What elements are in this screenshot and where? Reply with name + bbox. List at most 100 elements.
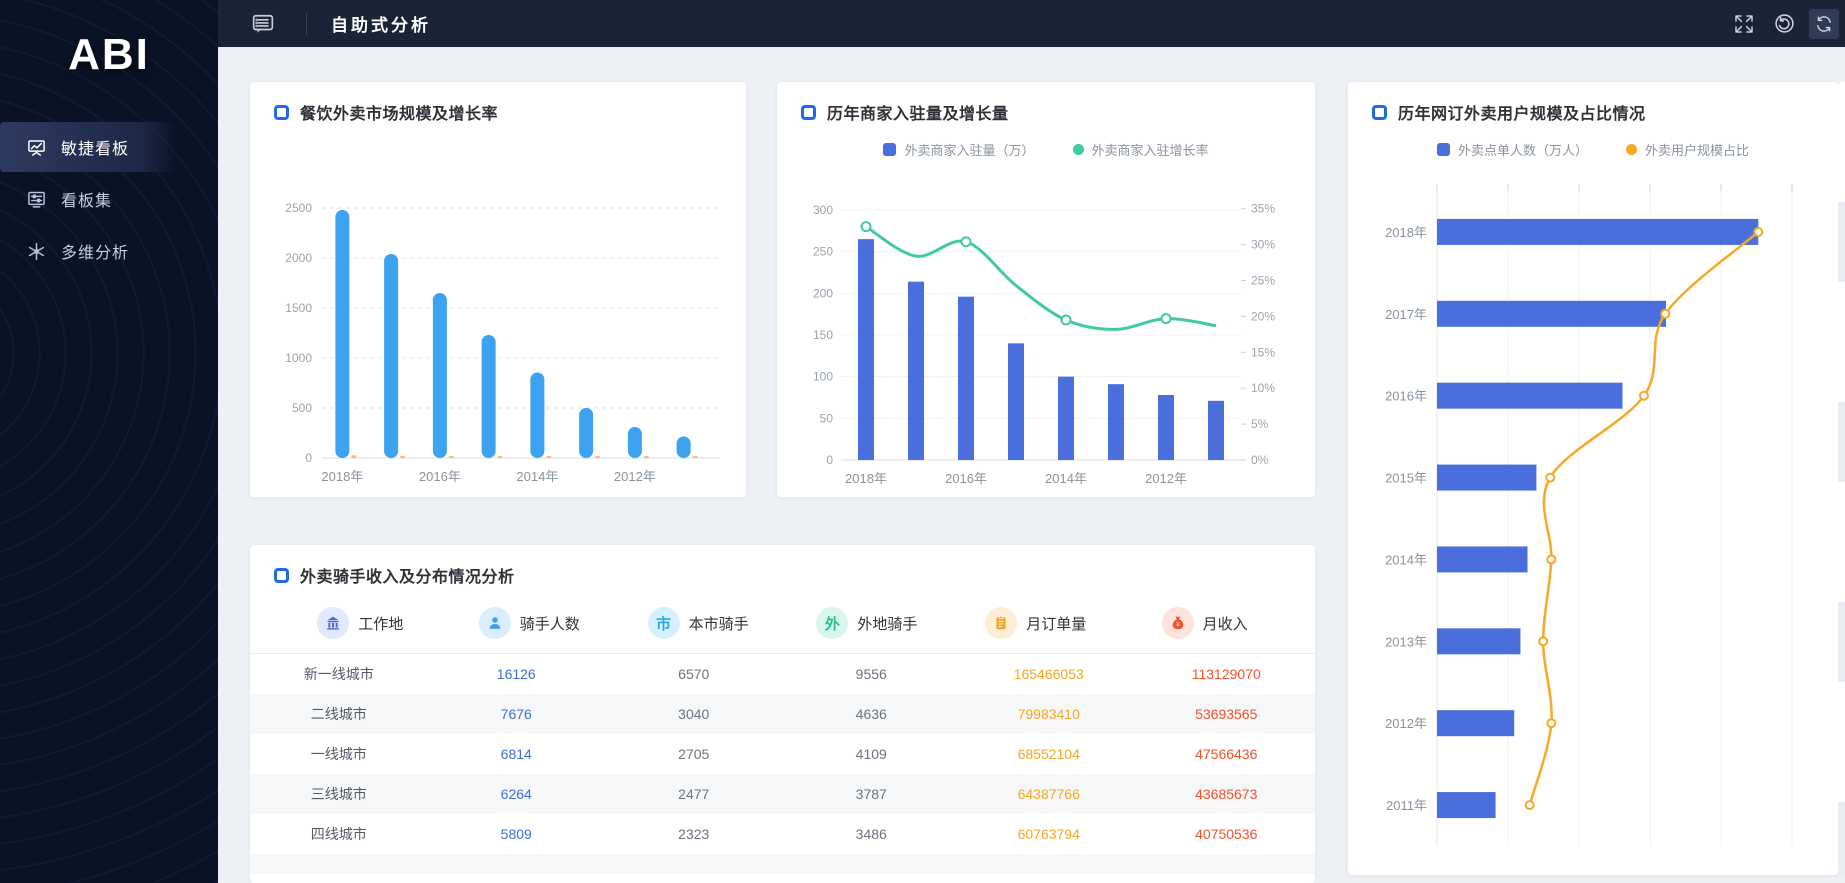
bar: [579, 408, 594, 458]
mini-bar: [351, 455, 357, 458]
axis-tick-label: 0: [826, 453, 833, 467]
column-header: 工作地: [276, 607, 445, 639]
table-cell: 4109: [855, 746, 887, 762]
undo-icon[interactable]: [1769, 9, 1799, 39]
bar: [335, 210, 350, 458]
axis-tick-label: 2500: [285, 201, 312, 215]
fullscreen-icon[interactable]: [1729, 9, 1759, 39]
axis-tick-label: 300: [813, 203, 833, 217]
market-scale-chart: 0 500 1000 1500 2000 2500 2018年 2016年 2014年 2012年: [285, 201, 720, 484]
axis-tick-label: 2012年: [1145, 471, 1187, 486]
table-cell: 113129070: [1191, 666, 1261, 682]
table-row: 三线城市 6264 2477 3787 64387766 43685673: [250, 774, 1315, 814]
axis-tick-label: 200: [813, 286, 833, 300]
table-cell: 6814: [500, 746, 532, 762]
table-cell: 79983410: [1017, 706, 1080, 722]
axis-tick-label: 50: [820, 411, 834, 425]
card-checkbox-icon[interactable]: [274, 104, 289, 120]
axis-tick-label: 5%: [1251, 417, 1269, 431]
clipped-card-sliver: [1838, 82, 1845, 875]
axis-tick-label: 2015年: [1385, 471, 1427, 486]
multi-dimension-icon: [26, 241, 46, 261]
card-title: 外卖骑手收入及分布情况分析: [300, 569, 515, 586]
legend-item[interactable]: 外卖点单人数（万人）: [1436, 140, 1588, 159]
sidebar-menu: 敏捷看板 看板集 多维分析: [0, 122, 218, 276]
line-marker: [1524, 800, 1535, 811]
merchants-chart: 0 50 100 150 200 250 300 0% 5% 10% 15% 20% 25% 30% 35%…: [813, 202, 1275, 486]
axis-tick-label: 1000: [285, 351, 312, 365]
table-cell: 6264: [500, 786, 532, 802]
svg-text:¥: ¥: [1176, 622, 1180, 629]
workplace-icon: [317, 607, 350, 639]
legend-swatch-icon: [883, 142, 897, 156]
header-divider: [306, 12, 307, 35]
axis-tick-label: 0: [305, 451, 312, 465]
agile-board-icon: [26, 137, 46, 157]
axis-tick-label: 2014年: [516, 469, 558, 484]
table-cell: 165466053: [1013, 666, 1084, 682]
legend-label: 外卖点单人数（万人）: [1457, 142, 1588, 158]
card-title: 餐饮外卖市场规模及增长率: [300, 106, 499, 123]
card-merchants: 历年商家入驻量及增长量 外卖商家入驻量（万） 外卖商家入驻增长率 0 50 100 15…: [777, 82, 1315, 497]
legend-label: 外卖用户规模占比: [1645, 142, 1750, 158]
sidebar-item-board-set[interactable]: 看板集: [0, 174, 218, 224]
dashboard-canvas: 餐饮外卖市场规模及增长率 0 500 1000 1500 2000 2500 2018年 20…: [218, 47, 1845, 883]
column-label: 工作地: [358, 615, 404, 633]
table-row: 二线城市 7676 3040 4636 79983410 53693565: [250, 694, 1315, 734]
app-logo: ABI: [68, 30, 150, 79]
axis-tick-label: 2017年: [1385, 307, 1427, 322]
table-header-row: 工作地 骑手人数市本市骑手外外地骑手 月订单量 ¥ 月收入: [250, 587, 1315, 654]
axis-tick-label: 1500: [285, 301, 312, 315]
bar: [1208, 400, 1224, 460]
row-label: 四线城市: [310, 826, 367, 842]
card-title: 历年商家入驻量及增长量: [827, 106, 1009, 123]
legend-item[interactable]: 外卖商家入驻量（万）: [883, 140, 1035, 159]
refresh-icon[interactable]: [1809, 8, 1839, 39]
card-checkbox-icon[interactable]: [274, 567, 289, 583]
mini-bar: [692, 456, 698, 458]
axis-tick-label: 2012年: [614, 469, 656, 484]
line-marker: [1160, 313, 1172, 325]
bar: [958, 296, 974, 460]
line-marker: [860, 221, 872, 233]
bar: [384, 254, 399, 458]
mini-bar: [400, 455, 406, 458]
legend-item[interactable]: 外卖商家入驻增长率: [1072, 140, 1209, 159]
line-marker: [1545, 472, 1556, 483]
mini-bar: [595, 456, 601, 458]
axis-tick-label: 2016年: [945, 471, 987, 486]
h-bar: [1437, 792, 1496, 819]
row-label: 新一线城市: [303, 666, 374, 682]
h-bar: [1437, 382, 1623, 409]
card-title-row: 餐饮外卖市场规模及增长率: [250, 82, 746, 124]
axis-tick-label: 20%: [1251, 309, 1275, 323]
header-toolbar: [1729, 8, 1845, 39]
line-marker: [1753, 226, 1764, 237]
axis-tick-label: 0%: [1251, 453, 1269, 467]
legend-item[interactable]: 外卖用户规模占比: [1626, 140, 1749, 159]
card-checkbox-icon[interactable]: [801, 104, 816, 120]
card-title: 历年网订外卖用户规模及占比情况: [1398, 106, 1646, 123]
axis-tick-label: 100: [813, 370, 833, 384]
column-label: 月收入: [1202, 615, 1248, 633]
changelog-icon[interactable]: [250, 12, 276, 36]
axis-tick-label: 35%: [1251, 202, 1275, 216]
chart-legend: 外卖商家入驻量（万） 外卖商家入驻增长率: [777, 140, 1315, 158]
axis-tick-label: 2013年: [1385, 634, 1427, 649]
bar: [481, 335, 496, 458]
monthly-orders-icon: [985, 607, 1018, 639]
bar: [1008, 343, 1024, 460]
sidebar: ABI 敏捷看板 看板集 多维分析: [0, 0, 218, 883]
line-marker: [1546, 718, 1557, 729]
table-cell: 6570: [678, 666, 710, 682]
bar: [1058, 376, 1074, 460]
card-title-row: 历年商家入驻量及增长量: [777, 82, 1315, 124]
card-checkbox-icon[interactable]: [1372, 104, 1387, 120]
card-title-row: 外卖骑手收入及分布情况分析: [250, 545, 1315, 587]
row-label: 三线城市: [310, 786, 367, 802]
chart-legend: 外卖点单人数（万人） 外卖用户规模占比: [1348, 140, 1838, 158]
line-marker: [1060, 314, 1072, 326]
sidebar-item-agile-board[interactable]: 敏捷看板: [0, 122, 176, 172]
sidebar-item-multi-dimension[interactable]: 多维分析: [0, 226, 218, 276]
